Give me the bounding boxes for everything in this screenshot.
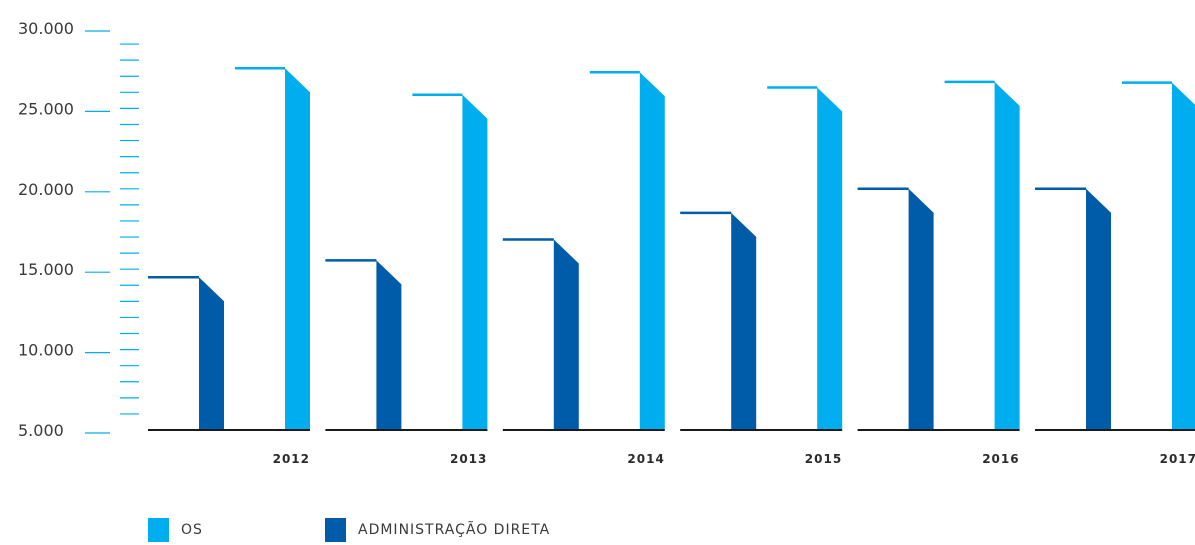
bar	[462, 94, 488, 430]
x-tick-label: 2016	[982, 452, 1019, 466]
x-tick-label: 2017	[1160, 452, 1195, 466]
bar	[994, 81, 1020, 430]
bar	[817, 87, 843, 429]
legend-label-administracao-direta: ADMINISTRAÇÃO DIRETA	[358, 522, 551, 538]
legend-item-os: OS	[148, 518, 203, 542]
bar	[553, 239, 579, 429]
bar	[285, 68, 310, 429]
bar	[199, 277, 224, 429]
bar	[639, 72, 665, 429]
legend-label-os: OS	[181, 522, 203, 538]
x-tick-label: 2012	[273, 452, 310, 466]
bar-chart: 5.000 10.000 15.000 20.000 25.000 30.000 2012 2…	[18, 19, 1195, 466]
bar	[376, 260, 402, 429]
legend-item-administracao-direta: ADMINISTRAÇÃO DIRETA	[325, 518, 550, 542]
bar	[908, 188, 934, 429]
legend-swatch-os	[148, 518, 169, 542]
y-tick-label: 10.000	[18, 341, 74, 360]
bar	[1086, 188, 1111, 429]
y-tick-label: 5.000	[18, 421, 64, 440]
legend-swatch-administracao-direta	[325, 518, 346, 542]
y-tick-label: 20.000	[18, 180, 74, 199]
x-tick-label: 2013	[450, 452, 487, 466]
bar	[1172, 82, 1195, 429]
y-tick-label: 15.000	[18, 260, 74, 279]
bar	[731, 212, 757, 429]
y-tick-label: 25.000	[18, 99, 74, 118]
x-tick-label: 2015	[805, 452, 842, 466]
y-tick-label: 30.000	[18, 19, 74, 38]
x-tick-label: 2014	[627, 452, 664, 466]
